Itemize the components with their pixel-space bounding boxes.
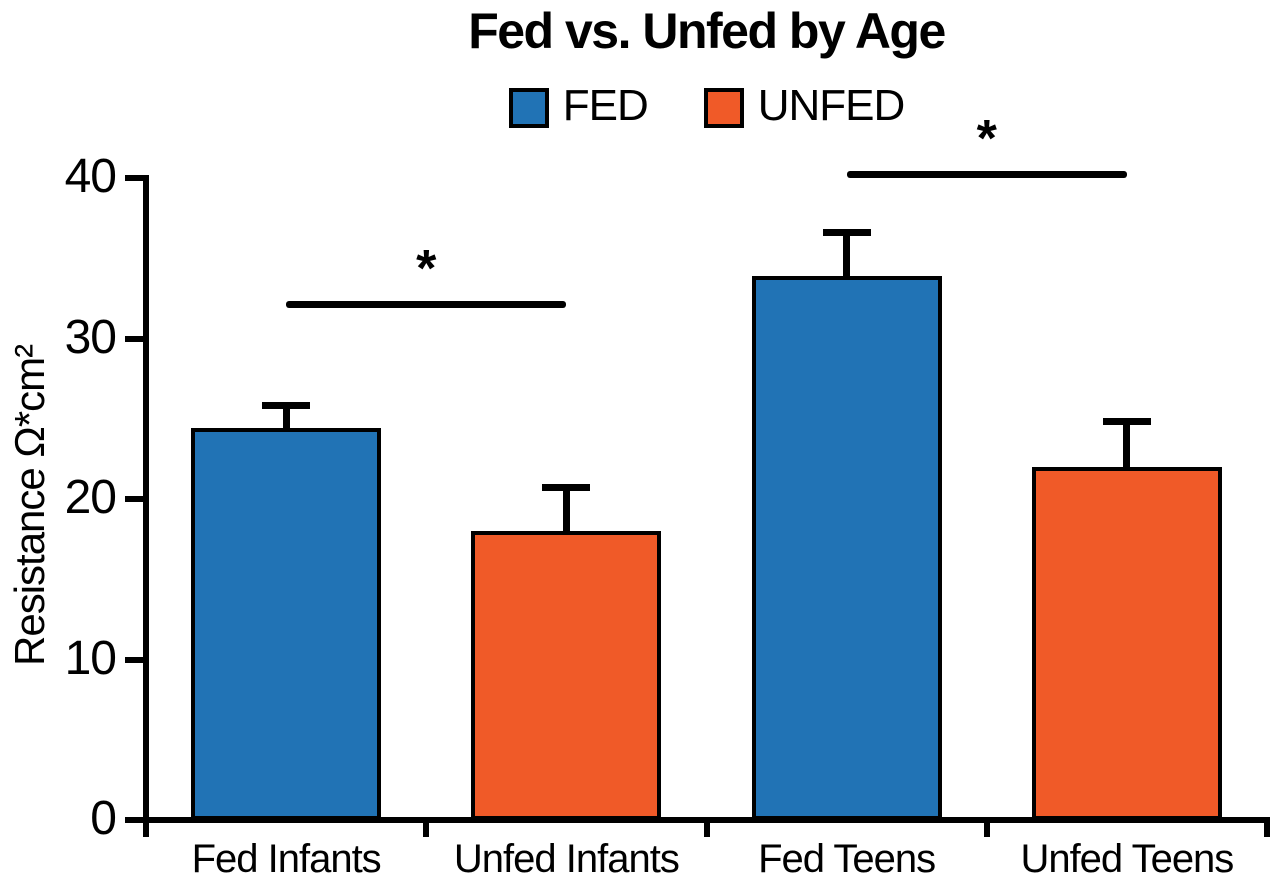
error-bar-cap [1102,418,1151,426]
x-tick [423,823,430,837]
bar-fed-teens [751,275,942,820]
y-axis-line [143,175,149,823]
significance-line [846,171,1127,179]
x-category-label: Unfed Teens [1020,837,1234,881]
significance-asterisk: * [416,239,437,298]
y-tick-label: 40 [64,150,117,203]
significance-asterisk: * [976,109,997,168]
y-tick [125,656,143,663]
bar-unfed-infants [471,531,662,820]
x-category-label: Fed Infants [191,837,382,881]
significance-line [286,301,567,309]
chart-title: Fed vs. Unfed by Age [468,3,946,59]
y-tick-label: 0 [90,792,117,845]
bar-unfed-teens [1031,466,1222,820]
x-axis-line [143,817,1270,823]
plot-area: 0 10 20 30 40 Fed Infants Unfed Infants Fed Tee… [65,113,1270,881]
error-bar-stem [843,232,851,276]
x-tick [703,823,710,837]
error-bar-stem [282,405,290,429]
x-tick [1264,823,1270,837]
legend-item-fed: FED [508,81,649,132]
bar-fed-infants [191,428,382,820]
x-tick [983,823,990,837]
error-bar-cap [542,484,591,492]
legend-label-fed: FED [562,81,649,130]
y-tick-label: 10 [64,631,117,685]
x-tick [143,823,149,837]
legend: FED UNFED [146,84,1267,132]
error-bar-cap [262,402,311,410]
y-tick-label: 30 [64,310,117,364]
error-bar-stem [562,487,570,532]
x-category-label: Fed Teens [758,837,936,881]
legend-item-unfed: UNFED [703,81,906,132]
y-tick [125,817,143,823]
x-category-label: Unfed Infants [453,837,680,881]
error-bar-cap [822,229,871,237]
y-tick [125,335,143,342]
legend-label-unfed: UNFED [757,81,906,130]
y-tick [125,496,143,502]
y-tick [125,175,143,181]
y-tick-label: 20 [64,471,117,524]
legend-swatch-unfed [703,88,744,128]
legend-swatch-fed [508,88,549,128]
error-bar-stem [1123,421,1131,467]
